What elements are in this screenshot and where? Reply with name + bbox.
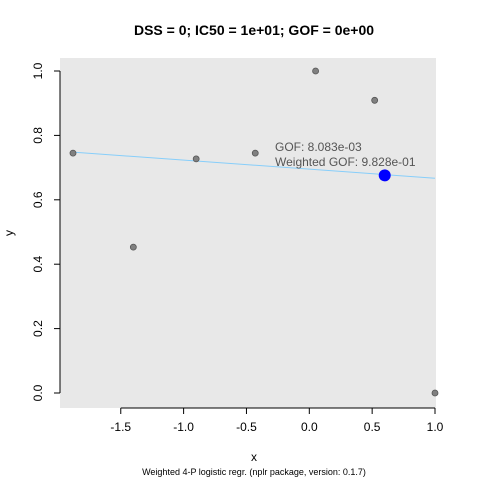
plot-background — [60, 58, 436, 408]
annotation-gof: GOF: 8.083e-03 — [275, 140, 362, 154]
x-tick-label: 0.5 — [364, 420, 381, 434]
data-point — [129, 243, 137, 251]
y-tick-label: 1.0 — [31, 62, 45, 79]
x-tick-label: 0.0 — [301, 420, 318, 434]
chart-title: DSS = 0; IC50 = 1e+01; GOF = 0e+00 — [134, 22, 374, 38]
x-tick-label: 1.0 — [427, 420, 444, 434]
data-point — [251, 149, 259, 157]
y-tick-label: 0.4 — [31, 256, 45, 273]
x-tick-label: -1.5 — [110, 420, 131, 434]
annotation-weighted-gof: Weighted GOF: 9.828e-01 — [275, 155, 416, 169]
y-tick-label: 0.8 — [31, 127, 45, 144]
y-tick-label: 0.0 — [31, 384, 45, 401]
data-point — [69, 149, 77, 157]
y-axis-label: y — [2, 230, 16, 236]
y-tick-label: 0.2 — [31, 320, 45, 337]
points-layer — [69, 67, 439, 397]
data-point — [371, 96, 379, 104]
x-tick-label: -0.5 — [236, 420, 257, 434]
highlight-point — [378, 169, 391, 182]
fit-line — [72, 151, 436, 179]
fit-layer — [72, 151, 436, 179]
data-point — [192, 155, 200, 163]
x-axis-label: x — [251, 450, 257, 464]
y-tick-label: 0.6 — [31, 191, 45, 208]
x-tick-label: -1.0 — [173, 420, 194, 434]
data-point — [431, 389, 439, 397]
x-axis: -1.5 -1.0 -0.5 0.0 0.5 1.0 — [110, 407, 444, 434]
y-axis: 0.0 0.2 0.4 0.6 0.8 1.0 — [31, 62, 61, 401]
data-point — [312, 67, 319, 75]
footer-note: Weighted 4-P logistic regr. (nplr packag… — [142, 467, 366, 477]
